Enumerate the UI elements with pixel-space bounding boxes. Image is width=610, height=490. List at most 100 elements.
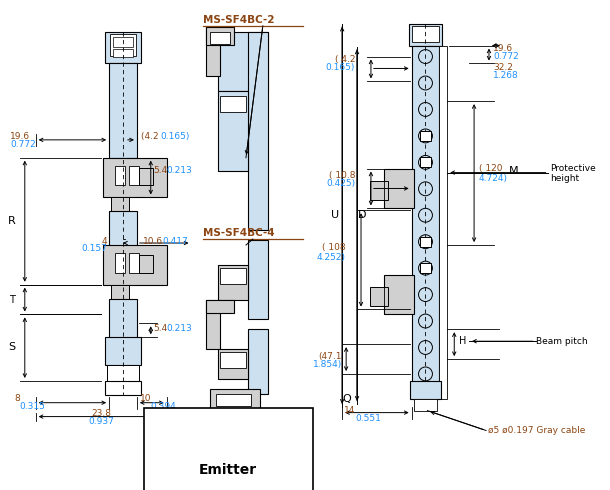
Text: Beam pitch: Beam pitch bbox=[536, 337, 587, 346]
Text: 32.2: 32.2 bbox=[493, 63, 513, 72]
Text: 14: 14 bbox=[344, 406, 356, 415]
Bar bbox=[420, 237, 431, 246]
Bar bbox=[248, 240, 268, 319]
Bar bbox=[109, 298, 137, 363]
Text: 4: 4 bbox=[101, 237, 107, 245]
Text: S: S bbox=[9, 342, 15, 352]
Text: 0.551: 0.551 bbox=[355, 414, 381, 423]
Text: (4.2: (4.2 bbox=[141, 132, 161, 142]
Text: 0.213: 0.213 bbox=[167, 166, 192, 175]
Text: 0.425): 0.425) bbox=[326, 179, 355, 188]
Bar bbox=[248, 32, 268, 230]
Text: 5.4: 5.4 bbox=[154, 324, 168, 333]
Bar bbox=[384, 169, 414, 208]
Bar bbox=[218, 91, 248, 171]
Text: ø5 ø0.197 Gray cable: ø5 ø0.197 Gray cable bbox=[488, 426, 586, 435]
Bar bbox=[420, 263, 431, 273]
Bar bbox=[420, 157, 431, 167]
Text: U: U bbox=[331, 210, 339, 220]
Text: 1.268: 1.268 bbox=[493, 71, 518, 80]
Bar bbox=[439, 46, 447, 399]
Bar bbox=[206, 299, 234, 314]
Text: Emitter: Emitter bbox=[199, 463, 257, 477]
Bar bbox=[206, 27, 234, 45]
Bar bbox=[111, 285, 129, 298]
Bar bbox=[110, 34, 136, 55]
Text: 0.157: 0.157 bbox=[81, 245, 107, 253]
Bar bbox=[218, 349, 248, 379]
Bar bbox=[103, 245, 167, 285]
Text: 23.8: 23.8 bbox=[91, 409, 111, 418]
Bar bbox=[220, 96, 246, 112]
Text: Q: Q bbox=[342, 394, 351, 404]
Bar bbox=[109, 211, 137, 271]
Bar bbox=[206, 299, 220, 349]
Bar bbox=[111, 197, 129, 211]
Bar bbox=[412, 46, 439, 399]
Text: 0.165): 0.165) bbox=[326, 63, 355, 72]
Text: D: D bbox=[357, 210, 366, 220]
Text: H: H bbox=[459, 336, 467, 346]
Text: 0.394: 0.394 bbox=[151, 402, 176, 411]
Bar bbox=[113, 37, 133, 47]
Text: 0.937: 0.937 bbox=[88, 417, 114, 426]
Text: 19.6: 19.6 bbox=[493, 44, 513, 53]
Text: 0.213: 0.213 bbox=[167, 324, 192, 333]
Bar bbox=[218, 265, 248, 299]
Text: MS-SF4BC-4: MS-SF4BC-4 bbox=[203, 228, 275, 238]
Bar bbox=[414, 399, 437, 411]
Text: 19.6: 19.6 bbox=[10, 132, 30, 142]
Bar bbox=[105, 337, 141, 365]
Bar bbox=[206, 27, 220, 76]
Text: 0.772: 0.772 bbox=[10, 140, 35, 149]
Bar bbox=[103, 158, 167, 197]
Bar bbox=[370, 180, 388, 200]
Bar bbox=[248, 329, 268, 394]
Text: 0.165): 0.165) bbox=[160, 132, 190, 142]
Text: T: T bbox=[9, 294, 15, 305]
Bar bbox=[370, 287, 388, 306]
Text: R: R bbox=[8, 216, 16, 226]
Bar bbox=[115, 253, 125, 273]
Bar bbox=[216, 394, 251, 406]
Text: M: M bbox=[509, 166, 518, 175]
Bar bbox=[220, 268, 246, 284]
Bar bbox=[420, 131, 431, 141]
Text: ( 108: ( 108 bbox=[321, 244, 345, 252]
Text: ( 120: ( 120 bbox=[479, 164, 503, 173]
Bar bbox=[410, 381, 442, 399]
Text: 10.6: 10.6 bbox=[143, 237, 163, 245]
Text: 0.772: 0.772 bbox=[493, 52, 518, 61]
Text: 0.315: 0.315 bbox=[20, 402, 46, 411]
Text: 4.252): 4.252) bbox=[316, 253, 345, 262]
Bar bbox=[210, 32, 230, 44]
Bar bbox=[210, 389, 260, 409]
Bar bbox=[105, 381, 141, 395]
Bar bbox=[412, 26, 439, 42]
Bar bbox=[107, 365, 139, 381]
Bar bbox=[115, 166, 125, 186]
Bar bbox=[220, 352, 246, 368]
Bar bbox=[129, 166, 139, 186]
Text: 8: 8 bbox=[14, 394, 20, 403]
Text: 5.4: 5.4 bbox=[154, 166, 168, 175]
Bar bbox=[139, 168, 152, 186]
Bar bbox=[384, 275, 414, 315]
Text: (47.1: (47.1 bbox=[318, 352, 342, 361]
Bar bbox=[105, 32, 141, 64]
Text: 10: 10 bbox=[140, 394, 151, 403]
Text: 4.724): 4.724) bbox=[479, 174, 508, 183]
Text: MS-SF4BC-2: MS-SF4BC-2 bbox=[203, 15, 275, 25]
Text: 0.417: 0.417 bbox=[163, 237, 188, 245]
Bar bbox=[218, 32, 268, 91]
Bar bbox=[129, 253, 139, 273]
Bar bbox=[109, 64, 137, 158]
Bar bbox=[139, 255, 152, 273]
Text: height: height bbox=[550, 174, 580, 183]
Bar bbox=[409, 24, 442, 46]
Text: 1.854): 1.854) bbox=[313, 360, 342, 368]
Text: ( 10.8: ( 10.8 bbox=[329, 171, 355, 180]
Bar bbox=[113, 49, 133, 56]
Text: ( 4.2: ( 4.2 bbox=[334, 55, 355, 64]
Text: Protective: Protective bbox=[550, 164, 596, 173]
